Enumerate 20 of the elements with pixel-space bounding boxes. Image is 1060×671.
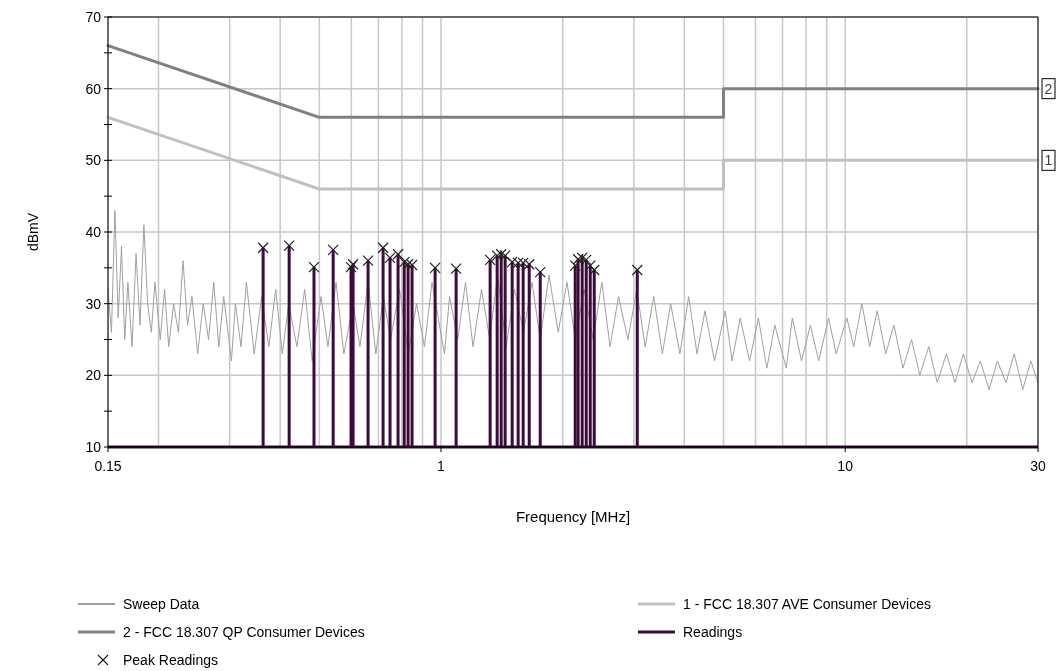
y-tick-label: 60 — [85, 80, 102, 97]
legend-label: 2 - FCC 18.307 QP Consumer Devices — [123, 623, 365, 640]
y-tick-label: 10 — [85, 438, 102, 455]
legend-label: Readings — [683, 623, 743, 640]
y-tick-label: 20 — [85, 367, 102, 384]
y-tick-label: 50 — [85, 152, 102, 169]
legend-label: Peak Readings — [123, 651, 218, 668]
legend-label: 1 - FCC 18.307 AVE Consumer Devices — [683, 595, 931, 612]
x-tick-label: 1 — [437, 458, 446, 474]
x-tick-label: 0.15 — [94, 458, 122, 474]
y-tick-label: 70 — [85, 8, 102, 25]
annotation: 1 — [1044, 152, 1053, 169]
legend-label: Sweep Data — [123, 595, 200, 612]
x-tick-label: 30 — [1030, 458, 1046, 474]
y-axis-title: dBmV — [25, 212, 41, 252]
y-tick-label: 30 — [85, 295, 102, 312]
x-axis-title: Frequency [MHz] — [515, 508, 631, 525]
y-tick-label: 40 — [85, 223, 102, 240]
annotation: 2 — [1044, 80, 1053, 97]
x-tick-label: 10 — [837, 458, 854, 474]
